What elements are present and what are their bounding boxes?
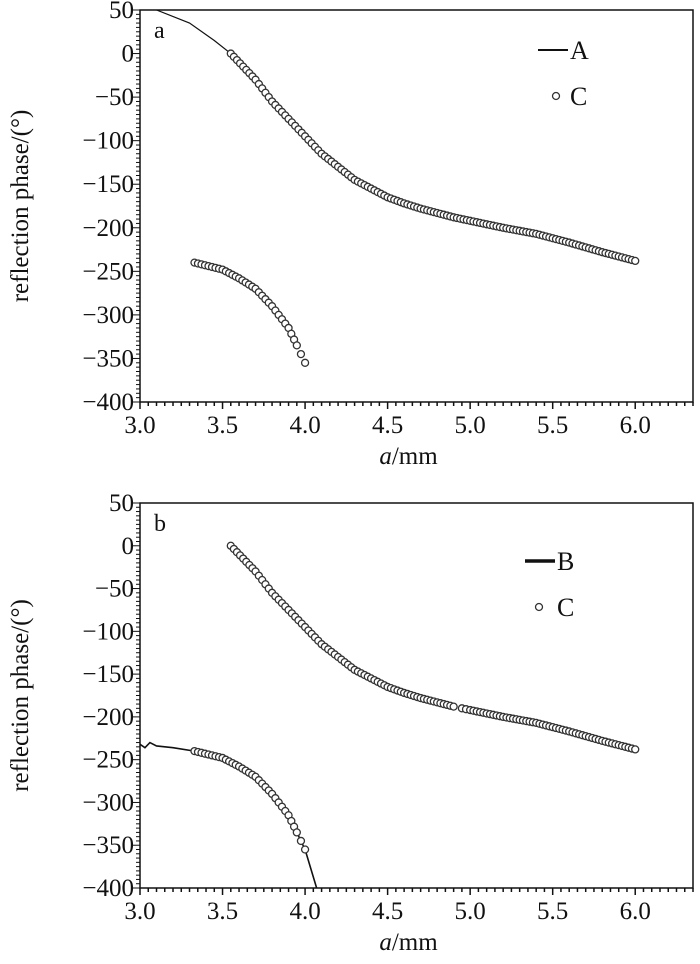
x-axis-label: a/mm: [379, 443, 438, 470]
x-tick-label: 4.5: [372, 898, 403, 925]
x-tick-label: 6.0: [620, 412, 651, 439]
x-axis-label-var: a: [379, 929, 392, 956]
data-point-C: [296, 836, 306, 846]
y-tick-label: −350: [82, 345, 134, 372]
x-axis-label-var: a: [379, 443, 392, 470]
x-tick-label: 4.0: [289, 412, 320, 439]
y-tick-label: −250: [82, 258, 134, 285]
data-point-C: [449, 702, 458, 711]
legend-circle-marker: [534, 602, 544, 612]
legend-label: C: [557, 593, 574, 622]
x-tick-label: 5.5: [537, 898, 568, 925]
data-point-C: [631, 256, 640, 266]
legend-label: C: [570, 82, 587, 111]
data-point-C: [631, 745, 640, 754]
data-layer: [140, 541, 640, 888]
y-tick-label: −150: [82, 661, 134, 688]
y-tick-label: 0: [122, 533, 135, 560]
y-tick-label: −350: [82, 832, 134, 859]
y-tick-label: −200: [82, 215, 134, 242]
x-axis-label-unit: /mm: [392, 929, 438, 956]
y-tick-label: −300: [82, 789, 134, 816]
x-tick-label: 4.5: [372, 412, 403, 439]
data-point-C: [300, 358, 310, 367]
y-tick-label: −50: [95, 576, 134, 603]
x-tick-label: 5.0: [455, 898, 486, 925]
data-layer: [156, 10, 640, 367]
y-tick-label: −200: [82, 704, 134, 731]
y-tick-label: −150: [82, 171, 134, 198]
legend-circle-marker: [551, 91, 561, 101]
y-tick-label: −300: [82, 302, 134, 329]
y-tick-label: −50: [95, 84, 134, 111]
y-axis-label: reflection phase/(°): [7, 110, 34, 303]
y-tick-label: 50: [109, 0, 134, 24]
y-tick-label: −250: [82, 747, 134, 774]
y-tick-label: −100: [82, 618, 134, 645]
data-point-C: [296, 349, 306, 359]
y-tick-label: 50: [109, 490, 134, 517]
x-tick-label: 5.5: [537, 412, 568, 439]
panel-label: a: [154, 18, 165, 44]
x-tick-label: 3.5: [207, 412, 238, 439]
panel-label: b: [154, 511, 166, 537]
y-axis-label: reflection phase/(°): [7, 599, 34, 792]
data-point-C: [292, 341, 301, 350]
x-tick-label: 4.0: [289, 898, 320, 925]
x-axis-label-unit: /mm: [392, 443, 438, 470]
x-tick-label: 3.5: [207, 898, 238, 925]
y-tick-label: 0: [122, 41, 135, 68]
x-tick-label: 5.0: [455, 412, 486, 439]
legend-label: B: [557, 547, 574, 576]
data-point-C: [292, 828, 301, 837]
x-axis-label: a/mm: [379, 929, 438, 956]
panel-b: 3.0 3.5 4.0 4.5 5.0 5.5 6.0 50 0 −50 −100 −150 −200 −…: [7, 490, 694, 956]
x-tick-label: 3.0: [124, 412, 155, 439]
y-tick-label: −400: [82, 389, 134, 416]
panel-a: 3.0 3.5 4.0 4.5 5.0 5.5 6.0 50 0 −50 −100 −150 −200 −…: [7, 0, 694, 470]
data-point-C: [300, 845, 310, 854]
x-tick-label: 6.0: [620, 898, 651, 925]
series-line-A: [156, 10, 636, 262]
legend-label: A: [570, 36, 589, 65]
y-tick-label: −100: [82, 128, 134, 155]
y-tick-label: −400: [82, 875, 134, 902]
x-tick-label: 3.0: [124, 898, 155, 925]
